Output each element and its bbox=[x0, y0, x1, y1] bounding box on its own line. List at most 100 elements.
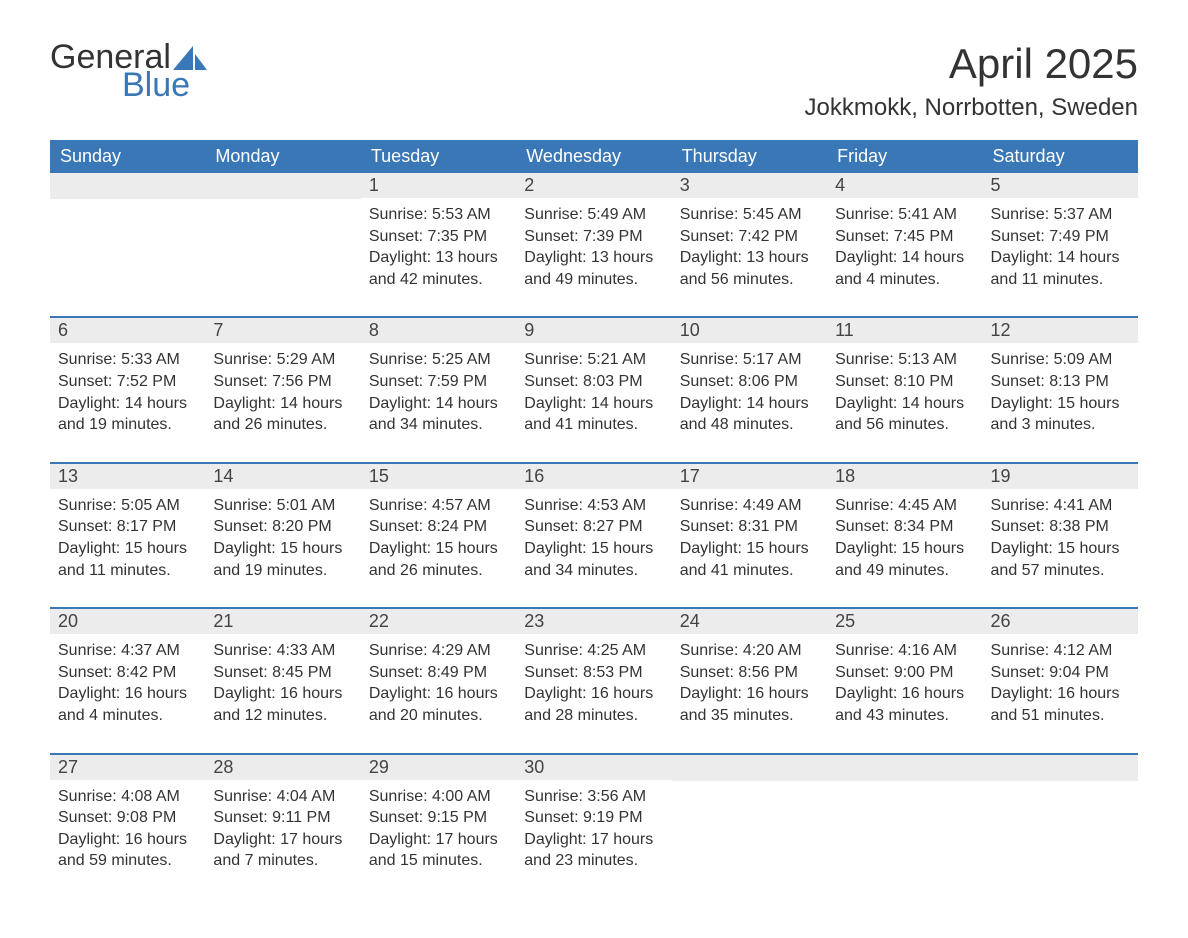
day-number: 23 bbox=[516, 609, 671, 634]
sunset-line: Sunset: 7:42 PM bbox=[680, 226, 819, 248]
calendar-day-cell: 11Sunrise: 5:13 AMSunset: 8:10 PMDayligh… bbox=[827, 317, 982, 462]
calendar-day-cell: 2Sunrise: 5:49 AMSunset: 7:39 PMDaylight… bbox=[516, 173, 671, 317]
day-body: Sunrise: 4:12 AMSunset: 9:04 PMDaylight:… bbox=[983, 634, 1138, 752]
sunrise-line: Sunrise: 5:29 AM bbox=[213, 349, 352, 371]
sunset-line: Sunset: 8:42 PM bbox=[58, 662, 197, 684]
day-number: 1 bbox=[361, 173, 516, 198]
calendar-day-cell: 4Sunrise: 5:41 AMSunset: 7:45 PMDaylight… bbox=[827, 173, 982, 317]
daylight-line: Daylight: 16 hours and 35 minutes. bbox=[680, 683, 819, 726]
day-number: 26 bbox=[983, 609, 1138, 634]
day-body: Sunrise: 4:25 AMSunset: 8:53 PMDaylight:… bbox=[516, 634, 671, 752]
sunset-line: Sunset: 7:39 PM bbox=[524, 226, 663, 248]
sunrise-line: Sunrise: 5:37 AM bbox=[991, 204, 1130, 226]
day-number: 16 bbox=[516, 464, 671, 489]
sunrise-line: Sunrise: 5:21 AM bbox=[524, 349, 663, 371]
calendar-day-cell: 18Sunrise: 4:45 AMSunset: 8:34 PMDayligh… bbox=[827, 463, 982, 608]
daylight-line: Daylight: 15 hours and 41 minutes. bbox=[680, 538, 819, 581]
calendar-day-cell: 13Sunrise: 5:05 AMSunset: 8:17 PMDayligh… bbox=[50, 463, 205, 608]
daylight-line: Daylight: 16 hours and 59 minutes. bbox=[58, 829, 197, 872]
sunset-line: Sunset: 8:31 PM bbox=[680, 516, 819, 538]
sunset-line: Sunset: 8:45 PM bbox=[213, 662, 352, 684]
calendar-week-row: 6Sunrise: 5:33 AMSunset: 7:52 PMDaylight… bbox=[50, 317, 1138, 462]
calendar-empty-cell bbox=[672, 754, 827, 898]
sunrise-line: Sunrise: 5:53 AM bbox=[369, 204, 508, 226]
sunrise-line: Sunrise: 4:41 AM bbox=[991, 495, 1130, 517]
calendar-day-cell: 22Sunrise: 4:29 AMSunset: 8:49 PMDayligh… bbox=[361, 608, 516, 753]
daylight-line: Daylight: 14 hours and 4 minutes. bbox=[835, 247, 974, 290]
daylight-line: Daylight: 17 hours and 7 minutes. bbox=[213, 829, 352, 872]
weekday-header: Sunday bbox=[50, 140, 205, 173]
sunrise-line: Sunrise: 5:45 AM bbox=[680, 204, 819, 226]
sunrise-line: Sunrise: 5:09 AM bbox=[991, 349, 1130, 371]
day-number: 17 bbox=[672, 464, 827, 489]
sunrise-line: Sunrise: 5:05 AM bbox=[58, 495, 197, 517]
daylight-line: Daylight: 13 hours and 42 minutes. bbox=[369, 247, 508, 290]
day-number: 24 bbox=[672, 609, 827, 634]
day-body: Sunrise: 4:08 AMSunset: 9:08 PMDaylight:… bbox=[50, 780, 205, 898]
day-number: 4 bbox=[827, 173, 982, 198]
calendar-day-cell: 8Sunrise: 5:25 AMSunset: 7:59 PMDaylight… bbox=[361, 317, 516, 462]
calendar-day-cell: 21Sunrise: 4:33 AMSunset: 8:45 PMDayligh… bbox=[205, 608, 360, 753]
page-subtitle: Jokkmokk, Norrbotten, Sweden bbox=[805, 94, 1138, 122]
day-body: Sunrise: 5:13 AMSunset: 8:10 PMDaylight:… bbox=[827, 343, 982, 461]
sunset-line: Sunset: 9:15 PM bbox=[369, 807, 508, 829]
weekday-header: Friday bbox=[827, 140, 982, 173]
day-number: 8 bbox=[361, 318, 516, 343]
day-number: 15 bbox=[361, 464, 516, 489]
sunrise-line: Sunrise: 4:16 AM bbox=[835, 640, 974, 662]
sunset-line: Sunset: 8:03 PM bbox=[524, 371, 663, 393]
day-body bbox=[983, 781, 1138, 891]
day-body: Sunrise: 5:25 AMSunset: 7:59 PMDaylight:… bbox=[361, 343, 516, 461]
sunset-line: Sunset: 8:06 PM bbox=[680, 371, 819, 393]
day-body: Sunrise: 5:37 AMSunset: 7:49 PMDaylight:… bbox=[983, 198, 1138, 316]
calendar-day-cell: 3Sunrise: 5:45 AMSunset: 7:42 PMDaylight… bbox=[672, 173, 827, 317]
calendar-day-cell: 17Sunrise: 4:49 AMSunset: 8:31 PMDayligh… bbox=[672, 463, 827, 608]
day-number: 25 bbox=[827, 609, 982, 634]
day-body: Sunrise: 5:21 AMSunset: 8:03 PMDaylight:… bbox=[516, 343, 671, 461]
day-number: 11 bbox=[827, 318, 982, 343]
sunset-line: Sunset: 8:20 PM bbox=[213, 516, 352, 538]
header: General Blue April 2025 Jokkmokk, Norrbo… bbox=[50, 40, 1138, 122]
day-body: Sunrise: 5:49 AMSunset: 7:39 PMDaylight:… bbox=[516, 198, 671, 316]
day-number: 19 bbox=[983, 464, 1138, 489]
calendar-day-cell: 30 Sunrise: 3:56 AMSunset: 9:19 PMDayligh… bbox=[516, 754, 671, 898]
calendar-day-cell: 24Sunrise: 4:20 AMSunset: 8:56 PMDayligh… bbox=[672, 608, 827, 753]
calendar-day-cell: 27Sunrise: 4:08 AMSunset: 9:08 PMDayligh… bbox=[50, 754, 205, 898]
sunrise-line: Sunrise: 4:20 AM bbox=[680, 640, 819, 662]
sunset-line: Sunset: 9:19 PM bbox=[524, 807, 663, 829]
sunrise-line: Sunrise: 4:08 AM bbox=[58, 786, 197, 808]
sunset-line: Sunset: 8:24 PM bbox=[369, 516, 508, 538]
logo-word2: Blue bbox=[122, 68, 207, 102]
day-body: Sunrise: 5:01 AMSunset: 8:20 PMDaylight:… bbox=[205, 489, 360, 607]
day-number: 14 bbox=[205, 464, 360, 489]
day-number: 22 bbox=[361, 609, 516, 634]
daylight-line: Daylight: 17 hours and 23 minutes. bbox=[524, 829, 663, 872]
sunset-line: Sunset: 9:00 PM bbox=[835, 662, 974, 684]
day-number: 10 bbox=[672, 318, 827, 343]
sunset-line: Sunset: 8:10 PM bbox=[835, 371, 974, 393]
sunrise-line: Sunrise: 5:25 AM bbox=[369, 349, 508, 371]
weekday-header: Saturday bbox=[983, 140, 1138, 173]
day-number bbox=[205, 173, 360, 199]
sunset-line: Sunset: 7:45 PM bbox=[835, 226, 974, 248]
sunrise-line: Sunrise: 3:56 AM bbox=[524, 786, 663, 808]
day-body: Sunrise: 4:57 AMSunset: 8:24 PMDaylight:… bbox=[361, 489, 516, 607]
title-block: April 2025 Jokkmokk, Norrbotten, Sweden bbox=[805, 40, 1138, 122]
daylight-line: Daylight: 13 hours and 49 minutes. bbox=[524, 247, 663, 290]
sunset-line: Sunset: 8:17 PM bbox=[58, 516, 197, 538]
day-number: 20 bbox=[50, 609, 205, 634]
day-number: 21 bbox=[205, 609, 360, 634]
sunset-line: Sunset: 9:08 PM bbox=[58, 807, 197, 829]
day-body: Sunrise: 4:29 AMSunset: 8:49 PMDaylight:… bbox=[361, 634, 516, 752]
sunrise-line: Sunrise: 4:57 AM bbox=[369, 495, 508, 517]
day-body bbox=[672, 781, 827, 891]
daylight-line: Daylight: 14 hours and 48 minutes. bbox=[680, 393, 819, 436]
sunrise-line: Sunrise: 4:45 AM bbox=[835, 495, 974, 517]
day-body: Sunrise: 5:29 AMSunset: 7:56 PMDaylight:… bbox=[205, 343, 360, 461]
sunset-line: Sunset: 7:52 PM bbox=[58, 371, 197, 393]
calendar-day-cell: 16Sunrise: 4:53 AMSunset: 8:27 PMDayligh… bbox=[516, 463, 671, 608]
calendar-day-cell: 9Sunrise: 5:21 AMSunset: 8:03 PMDaylight… bbox=[516, 317, 671, 462]
day-number: 30 bbox=[516, 755, 671, 780]
calendar-day-cell: 1Sunrise: 5:53 AMSunset: 7:35 PMDaylight… bbox=[361, 173, 516, 317]
day-body: Sunrise: 5:41 AMSunset: 7:45 PMDaylight:… bbox=[827, 198, 982, 316]
